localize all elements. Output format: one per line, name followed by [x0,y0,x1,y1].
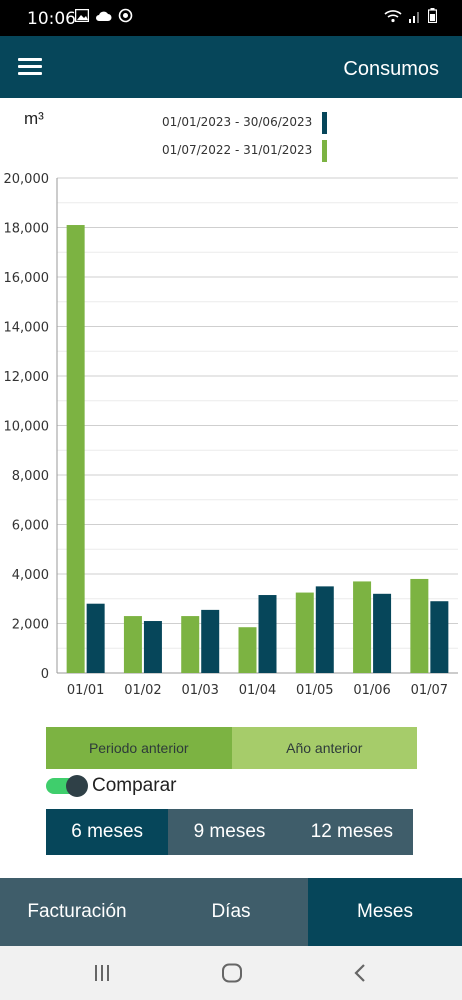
y-tick-label: 0 [41,667,49,682]
y-tick-label: 6,000 [12,519,49,534]
y-tick-label: 14,000 [4,321,50,336]
bar-current-01-02[interactable] [143,621,162,673]
y-tick-label: 2,000 [12,618,49,633]
bar-previous-01-03[interactable] [181,616,200,673]
system-nav-bar [0,946,462,1000]
bar-current-01-03[interactable] [201,609,220,673]
y-tick-label: 4,000 [12,568,49,583]
cloud-icon [96,11,112,21]
legend-swatch-current [322,112,327,134]
period-toggle: Periodo anterior Año anterior [46,727,417,769]
bar-previous-01-05[interactable] [295,592,314,673]
tab-meses[interactable]: Meses [308,878,462,946]
tab-facturacion[interactable]: Facturación [0,878,154,946]
bar-current-01-06[interactable] [373,593,392,673]
option-periodo-anterior[interactable]: Periodo anterior [46,727,232,769]
hamburger-menu-icon[interactable] [18,58,42,76]
x-tick-label: 01/05 [296,683,333,698]
x-tick-label: 01/04 [239,683,276,698]
option-ano-anterior[interactable]: Año anterior [231,727,417,769]
months-selector: 6 meses 9 meses 12 meses [46,809,413,855]
bar-current-01-05[interactable] [315,586,334,673]
status-time: 10:06 [27,9,76,29]
app-bar: Consumos [0,36,462,98]
chart-plot: 0 2,000 4,000 6,000 8,000 10,000 12,000 14,000 1… [4,172,458,698]
legend-item-previous: 01/07/2022 - 31/01/2023 [162,140,327,162]
image-icon [75,9,89,22]
bar-previous-01-04[interactable] [238,627,257,673]
y-tick-label: 10,000 [4,420,50,435]
y-tick-label: 12,000 [4,370,50,385]
legend-swatch-previous [322,140,327,162]
bar-previous-01-07[interactable] [410,578,429,673]
switch-knob [66,775,88,797]
x-tick-label: 01/02 [124,683,161,698]
x-tick-label: 01/06 [353,683,390,698]
legend-label-current: 01/01/2023 - 30/06/2023 [162,115,313,129]
compare-row: Comparar [46,772,176,800]
bar-current-01-07[interactable] [430,601,449,673]
x-tick-label: 01/07 [411,683,448,698]
recent-apps-icon[interactable] [92,963,112,983]
compare-switch[interactable] [46,775,88,797]
bar-previous-01-02[interactable] [123,616,142,673]
page-title: Consumos [343,58,439,80]
status-bar: 10:06 [0,0,462,36]
bar-previous-01-01[interactable] [66,225,85,673]
consumption-chart: m³ 01/01/2023 - 30/06/2023 01/07/2022 - … [0,98,462,708]
y-tick-label: 20,000 [4,172,50,187]
y-tick-label: 8,000 [12,469,49,484]
tab-dias[interactable]: Días [154,878,308,946]
wifi-icon [384,9,402,22]
option-6-meses[interactable]: 6 meses [46,809,169,855]
chart-unit-label: m³ [24,109,44,128]
bottom-tabs: Facturación Días Meses [0,878,462,946]
battery-icon [428,8,437,23]
option-12-meses[interactable]: 12 meses [290,809,413,855]
back-icon[interactable] [352,963,368,983]
bar-previous-01-06[interactable] [353,581,372,673]
home-icon[interactable] [221,963,243,983]
signal-icon [409,11,419,23]
x-tick-label: 01/01 [67,683,104,698]
option-9-meses[interactable]: 9 meses [168,809,291,855]
legend-item-current: 01/01/2023 - 30/06/2023 [162,112,327,134]
legend-label-previous: 01/07/2022 - 31/01/2023 [162,143,313,157]
bar-current-01-04[interactable] [258,595,277,673]
y-tick-label: 16,000 [4,271,50,286]
bar-current-01-01[interactable] [86,603,105,673]
x-tick-label: 01/03 [181,683,218,698]
y-tick-label: 18,000 [4,222,50,237]
sync-icon [118,8,133,23]
compare-label: Comparar [92,775,177,796]
